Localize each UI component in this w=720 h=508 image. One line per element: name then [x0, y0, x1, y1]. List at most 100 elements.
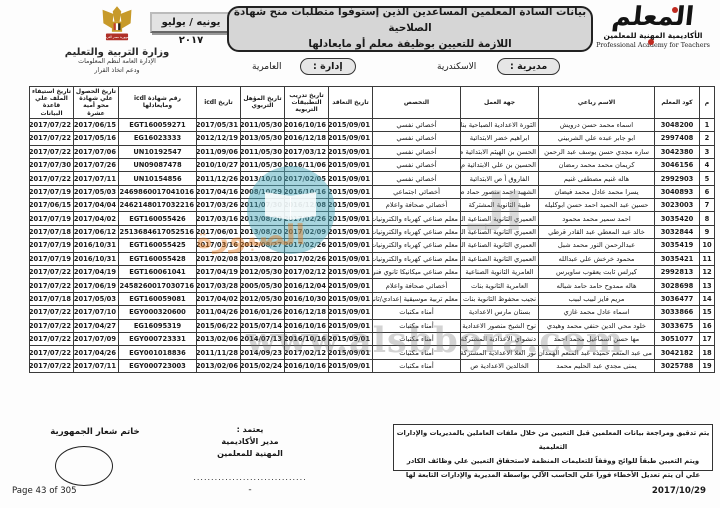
cell-code: 3051077 — [654, 331, 700, 347]
table-row: 16 3033675 خلود محي الدين حنفي محمد وهيدي ن… — [29, 318, 715, 334]
cell-code: 3046156 — [654, 157, 700, 173]
cell-code: 3035420 — [654, 211, 700, 226]
cell-training_date: 2016/10/16 — [284, 117, 329, 133]
title-line1: بيانات السادة المعلمين المساعدين الذين إ… — [233, 6, 587, 35]
column-header: تاريخ تدريب التطبيقات التربوية — [284, 86, 329, 119]
document-title-box: بيانات السادة المعلمين المساعدين الذين إ… — [227, 6, 593, 52]
cell-icdl_number: 2469860017041016 — [118, 184, 197, 200]
cell-qualification_date: 2013/05/30 — [240, 131, 285, 146]
cell-literacy_cert_date: 2017/07/26 — [73, 157, 119, 173]
table-row: 8 3035420 احمد سمير محمد محمود العميري الثا… — [29, 211, 715, 226]
cell-contract_date: 2015/09/01 — [328, 358, 373, 374]
cell-literacy_cert_date: 2017/04/19 — [73, 265, 119, 280]
egypt-eagle-icon: جمهورية مصر العربية — [102, 6, 132, 41]
column-header: تاريخ المؤهل التربوي — [240, 86, 285, 119]
cell-icdl_date: 2017/04/16 — [196, 184, 241, 200]
cell-icdl_number: EG16023333 — [118, 131, 197, 146]
table-row: 3 3042380 ساره مجدي حسن يوسف عبد الرحمن الح… — [29, 144, 715, 159]
table-row: 12 2992813 كيرلس ثابت يعقوب ساويرس العامرية… — [29, 265, 715, 280]
ministry-dept-line2: ودعم اتخاذ القرار — [94, 66, 140, 74]
academy-logo-red-dot — [672, 7, 678, 13]
cell-code: 3048200 — [654, 117, 700, 133]
approve-line1: مدير الأكاديمية — [221, 437, 279, 446]
cell-training_date: 2016/10/16 — [284, 318, 329, 334]
cell-n: 1 — [699, 117, 715, 133]
cell-contract_date: 2015/09/01 — [328, 278, 373, 293]
cell-n: 7 — [699, 198, 715, 213]
academy-calligraphy-mark: المعلم — [610, 2, 696, 32]
cell-qualification_date: 2012/05/30 — [240, 265, 285, 280]
cell-literacy_cert_date: 2017/07/11 — [73, 171, 119, 186]
cell-literacy_cert_date: 2017/04/27 — [73, 318, 119, 334]
cell-n: 12 — [699, 265, 715, 280]
cell-training_date: 2017/02/26 — [284, 238, 329, 253]
cell-file_complete_date: 2017/07/22 — [29, 171, 74, 186]
cell-contract_date: 2015/09/01 — [328, 117, 373, 133]
cell-name: احمد سمير محمد محمود — [538, 211, 655, 226]
stamp-label: خاتم شعار الجمهورية — [50, 427, 140, 437]
cell-training_date: 2016/12/18 — [284, 305, 329, 320]
footer-note-box: يتم تدقيق ومراجعة بيانات المعلمين قبل ال… — [393, 424, 713, 479]
cell-qualification_date: 2011/05/30 — [240, 144, 285, 159]
cell-icdl_number: EGT160059271 — [118, 117, 197, 133]
cell-file_complete_date: 2017/07/22 — [29, 318, 74, 334]
cell-specialty: معلم صناعي كهرباء والكترونيات ثانوي فني — [372, 224, 461, 240]
cell-code: 3035421 — [654, 251, 700, 267]
cell-contract_date: 2015/09/01 — [328, 291, 373, 307]
cell-name: اسماء عادل محمد غازي — [538, 305, 655, 320]
print-date: 2017/10/29 — [651, 486, 706, 496]
note-line1: يتم تدقيق ومراجعة بيانات المعلمين قبل ال… — [396, 429, 710, 451]
cell-specialty: معلم صناعي ميكانيكا ثانوي فني — [372, 265, 461, 280]
cell-code: 3035419 — [654, 238, 700, 253]
cell-literacy_cert_date: 2017/05/16 — [73, 131, 119, 146]
cell-qualification_date: 2011/05/30 — [240, 117, 285, 133]
cell-file_complete_date: 2017/07/22 — [29, 144, 74, 159]
cell-icdl_number: 2513684617052516 — [118, 224, 197, 240]
cell-training_date: 2017/02/12 — [284, 265, 329, 280]
administration-value: العامرية — [252, 62, 282, 72]
cell-icdl_number: EG16095319 — [118, 318, 197, 334]
cell-contract_date: 2015/09/01 — [328, 265, 373, 280]
title-line2: اللازمة للتعيين بوظيفة معلم أو مايعادلها — [308, 37, 512, 50]
cell-qualification_date: 2008/10/29 — [240, 184, 285, 200]
cell-contract_date: 2015/09/01 — [328, 238, 373, 253]
cell-contract_date: 2015/09/01 — [328, 184, 373, 200]
cell-workplace: العميري الثانوية الصناعية المشتركة — [460, 224, 539, 240]
cell-file_complete_date: 2017/07/19 — [29, 251, 74, 267]
cell-n: 5 — [699, 171, 715, 186]
cell-literacy_cert_date: 2017/07/06 — [73, 144, 119, 159]
cell-specialty: أخصائي اجتماعي — [372, 184, 461, 200]
cell-icdl_date: 2017/03/26 — [196, 198, 241, 213]
cell-icdl_date: 2011/11/28 — [196, 345, 241, 360]
cell-icdl_date: 2011/12/26 — [196, 171, 241, 186]
cell-specialty: معلم صناعي كهرباء والكترونيات ثانوي فني — [372, 211, 461, 226]
cell-training_date: 2016/10/16 — [284, 358, 329, 374]
directorate-pill: مديرية : — [497, 58, 561, 75]
cell-n: 18 — [699, 345, 715, 360]
cell-specialty: أخصائي صحافة واعلام — [372, 198, 461, 213]
cell-icdl_date: 2017/04/19 — [196, 265, 241, 280]
cell-icdl_date: 2013/02/06 — [196, 331, 241, 347]
cell-workplace: دنشواي الاعدادية المشتركة — [460, 331, 539, 347]
cell-training_date: 2016/10/16 — [284, 184, 329, 200]
ministry-dept-line1: الإدارة العامة لنظم المعلومات — [78, 58, 156, 65]
cell-icdl_number: EGT160055426 — [118, 211, 197, 226]
cell-n: 11 — [699, 251, 715, 267]
cell-literacy_cert_date: 2016/10/31 — [73, 251, 119, 267]
table-row: 6 3040893 يسرا محمد عادل محمد فيضان الشهيد … — [29, 184, 715, 200]
cell-icdl_date: 2017/06/01 — [196, 224, 241, 240]
table-header-row: م كود المعلم الاسم رباعي جهة العمل التخصص تار… — [29, 86, 715, 119]
cell-contract_date: 2015/09/01 — [328, 198, 373, 213]
teachers-table: م كود المعلم الاسم رباعي جهة العمل التخصص تار… — [29, 86, 715, 374]
cell-qualification_date: 2011/07/30 — [240, 198, 285, 213]
cell-contract_date: 2015/09/01 — [328, 331, 373, 347]
administration-pill: إدارة : — [300, 58, 356, 75]
academy-logo: المعلم الأكاديمية المهنية للمعلمين Profe… — [594, 2, 712, 49]
cell-name: عبدالرحمن النور محمد شبل — [538, 238, 655, 253]
cell-literacy_cert_date: 2017/04/04 — [73, 198, 119, 213]
cell-workplace: نجيب محفوظ الثانوية بنات — [460, 291, 539, 307]
cell-contract_date: 2015/09/01 — [328, 224, 373, 240]
cell-training_date: 2016/12/04 — [284, 278, 329, 293]
cell-icdl_number: EGT160059081 — [118, 291, 197, 307]
table-row: 9 3032844 خالد عبد المعطي عبد القادر قرطي ا… — [29, 224, 715, 240]
